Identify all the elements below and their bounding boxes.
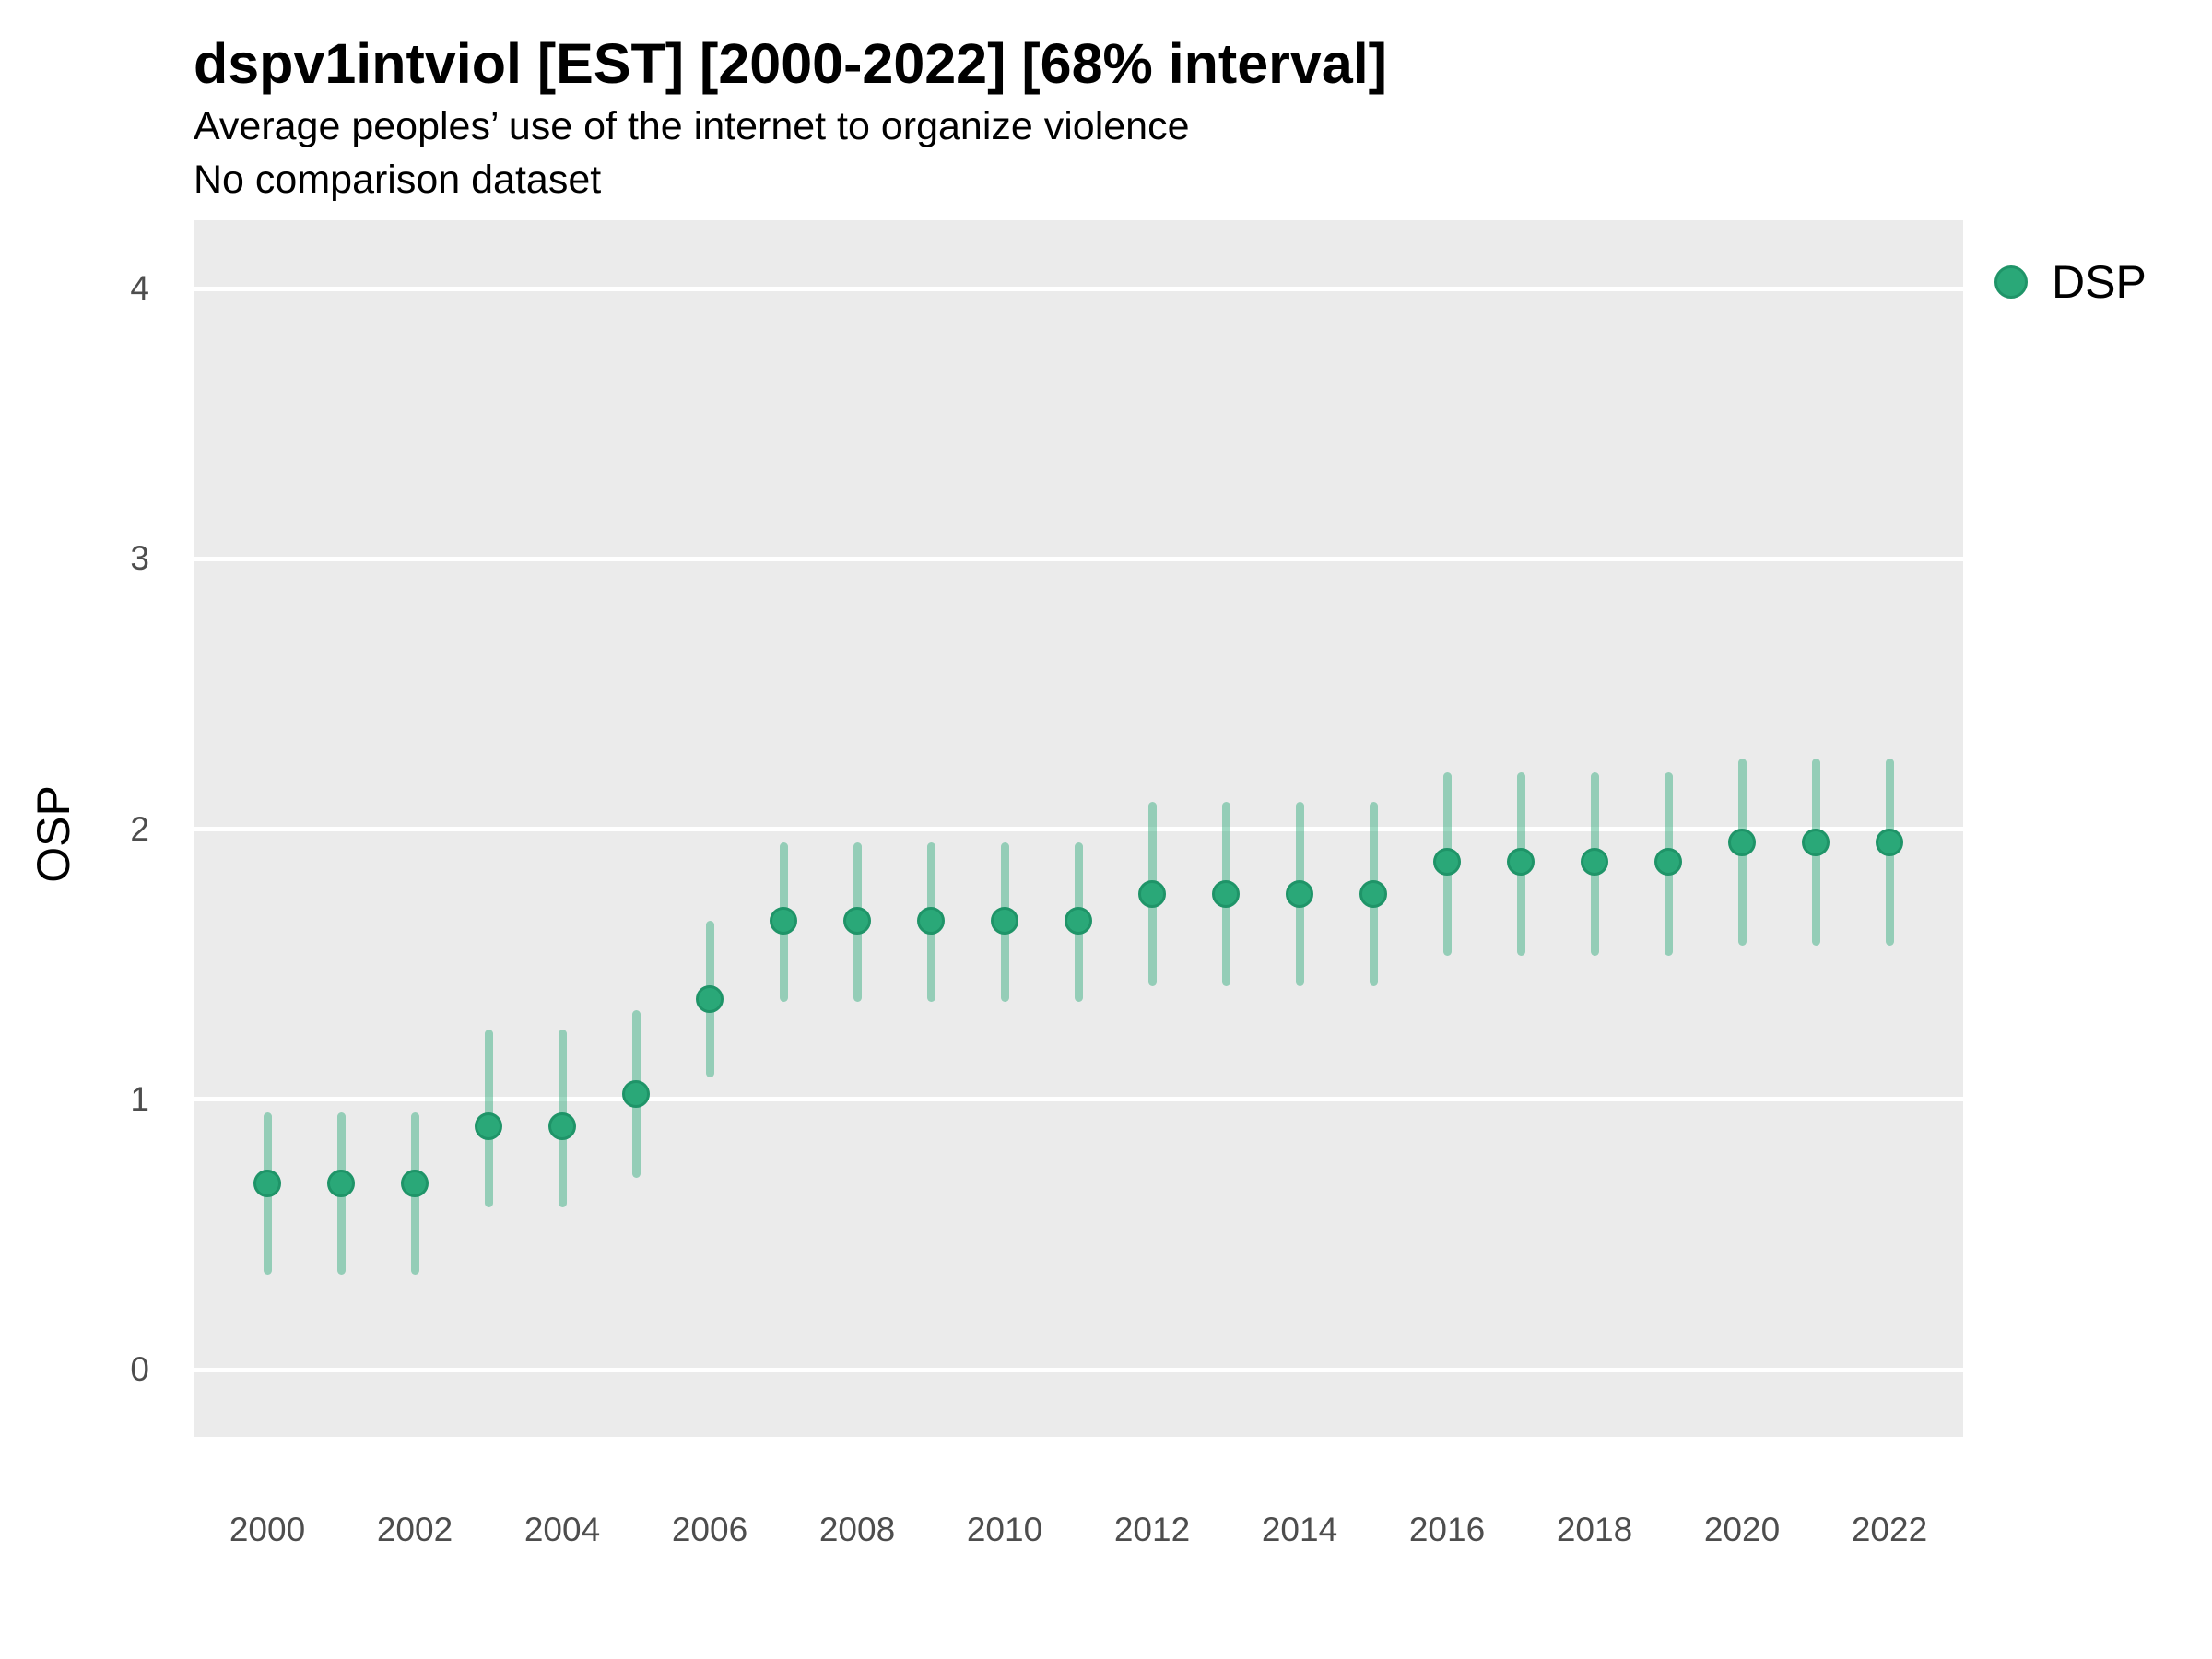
plot-panel: [194, 220, 1963, 1437]
data-point-2014: [1286, 879, 1313, 908]
chart-subtitle: Average peoples’ use of the internet to …: [194, 100, 1190, 206]
x-tick-label-2020: 2020: [1703, 1511, 1781, 1548]
legend-dsp-point-icon: [1994, 265, 2028, 299]
data-point-2004: [548, 1112, 576, 1141]
y-tick-label-2: 2: [130, 809, 149, 848]
data-point-2008: [843, 907, 871, 935]
data-point-2007: [770, 907, 797, 935]
data-point-2009: [917, 907, 945, 935]
data-point-2013: [1212, 879, 1240, 908]
gridline-y-1: [194, 1097, 1963, 1102]
chart-subtitle-line2: No comparison dataset: [194, 158, 602, 202]
data-point-2011: [1065, 907, 1092, 935]
y-tick-label-4: 4: [130, 269, 149, 307]
data-point-2003: [475, 1112, 502, 1141]
data-point-2005: [622, 1079, 650, 1108]
x-tick-label-2008: 2008: [818, 1511, 896, 1548]
data-point-2012: [1138, 879, 1166, 908]
x-tick-label-2014: 2014: [1261, 1511, 1338, 1548]
data-point-2001: [327, 1169, 355, 1197]
data-point-2018: [1581, 847, 1608, 876]
x-tick-label-2012: 2012: [1113, 1511, 1191, 1548]
x-tick-label-2004: 2004: [524, 1511, 601, 1548]
x-tick-label-2016: 2016: [1408, 1511, 1486, 1548]
data-point-2020: [1728, 829, 1756, 857]
data-point-2017: [1507, 847, 1535, 876]
data-point-2000: [253, 1169, 281, 1197]
data-point-2021: [1802, 829, 1830, 857]
gridline-y-0: [194, 1367, 1963, 1372]
data-point-2002: [401, 1169, 429, 1197]
x-tick-label-2018: 2018: [1556, 1511, 1633, 1548]
x-tick-label-2006: 2006: [671, 1511, 748, 1548]
gridline-y-2: [194, 827, 1963, 831]
y-tick-label-0: 0: [130, 1350, 149, 1388]
data-point-2006: [696, 985, 724, 1014]
data-point-2022: [1876, 829, 1903, 857]
y-tick-label-1: 1: [130, 1079, 149, 1118]
gridline-y-3: [194, 556, 1963, 561]
x-tick-label-2000: 2000: [229, 1511, 306, 1548]
legend: DSP: [1994, 258, 2147, 306]
chart-title: dspv1intviol [EST] [2000-2022] [68% inte…: [194, 32, 1387, 95]
data-point-2010: [991, 907, 1018, 935]
x-tick-label-2002: 2002: [376, 1511, 453, 1548]
x-tick-label-2022: 2022: [1851, 1511, 1928, 1548]
chart-subtitle-line1: Average peoples’ use of the internet to …: [194, 104, 1190, 148]
gridline-y-4: [194, 286, 1963, 291]
y-tick-label-3: 3: [130, 539, 149, 578]
data-point-2019: [1654, 847, 1682, 876]
data-point-2016: [1433, 847, 1461, 876]
x-tick-label-2010: 2010: [966, 1511, 1043, 1548]
legend-dsp-label: DSP: [2052, 256, 2147, 308]
data-point-2015: [1359, 879, 1387, 908]
